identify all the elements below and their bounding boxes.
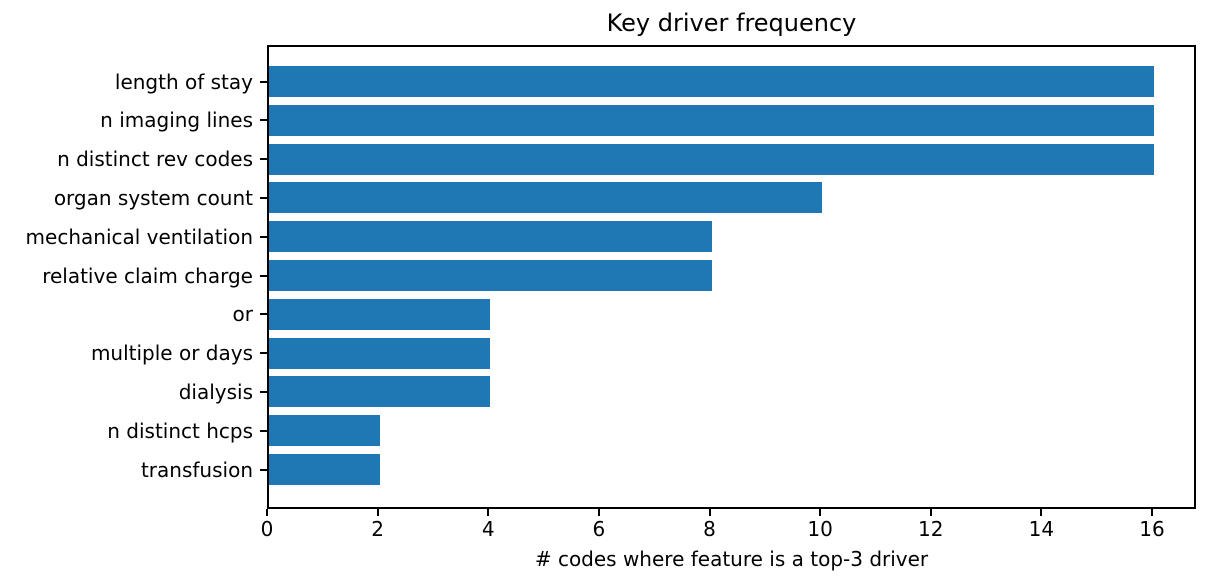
x-tick-mark	[1151, 509, 1153, 516]
y-tick-label-n-distinct-hcps: n distinct hcps	[107, 418, 253, 443]
x-tick-label-8: 8	[703, 517, 716, 541]
y-tick-label-multiple-or-days: multiple or days	[90, 341, 253, 366]
y-tick-mark	[260, 80, 267, 83]
bar-n-distinct-hcps	[269, 415, 380, 447]
bar-n-distinct-rev-codes	[269, 143, 1154, 175]
y-tick-label-organ-system-count: organ system count	[53, 185, 253, 210]
y-tick-mark	[260, 429, 267, 432]
bar-n-imaging-lines	[269, 104, 1154, 136]
x-tick-label-16: 16	[1139, 517, 1165, 541]
x-tick-label-0: 0	[260, 517, 274, 541]
x-tick-mark	[597, 509, 600, 516]
bar-relative-claim-charge	[269, 260, 712, 291]
bar-dialysis	[269, 376, 491, 408]
y-tick-label-dialysis: dialysis	[178, 379, 253, 404]
y-tick-label-relative-claim-charge: relative claim charge	[42, 263, 253, 288]
y-tick-mark	[260, 390, 267, 393]
x-tick-mark	[376, 509, 379, 516]
bar-mechanical-ventilation	[269, 221, 712, 253]
x-tick-mark	[708, 509, 711, 516]
y-tick-mark	[260, 119, 267, 122]
y-tick-mark	[260, 235, 267, 238]
bar-transfusion	[269, 454, 380, 485]
x-tick-label-12: 12	[918, 517, 944, 541]
y-tick-label-transfusion: transfusion	[140, 457, 253, 482]
x-tick-mark	[266, 509, 268, 516]
y-tick-mark	[260, 274, 267, 277]
x-tick-mark	[1040, 509, 1043, 516]
x-tick-mark	[819, 509, 822, 516]
y-tick-label-length-of-stay: length of stay	[114, 69, 253, 94]
x-tick-label-2: 2	[371, 517, 384, 541]
x-tick-label-10: 10	[807, 517, 833, 541]
y-tick-label-n-imaging-lines: n imaging lines	[100, 108, 253, 133]
y-tick-mark	[260, 196, 267, 199]
y-tick-label-or: or	[232, 302, 253, 327]
y-tick-label-mechanical-ventilation: mechanical ventilation	[25, 224, 253, 249]
x-tick-mark	[929, 509, 932, 516]
bar-or	[269, 298, 491, 330]
y-tick-label-n-distinct-rev-codes: n distinct rev codes	[57, 147, 253, 172]
bar-organ-system-count	[269, 182, 823, 214]
y-tick-mark	[260, 352, 267, 355]
x-tick-label-6: 6	[592, 517, 606, 541]
y-tick-mark	[260, 313, 267, 316]
bar-length-of-stay	[269, 66, 1154, 97]
y-tick-mark	[260, 468, 267, 471]
x-axis-label: # codes where feature is a top-3 driver	[534, 547, 929, 571]
x-tick-mark	[487, 509, 490, 516]
chart-title: Key driver frequency	[606, 9, 857, 37]
y-tick-mark	[260, 158, 267, 161]
bar-multiple-or-days	[269, 337, 491, 369]
x-tick-label-14: 14	[1028, 517, 1055, 541]
x-tick-label-4: 4	[481, 517, 495, 541]
